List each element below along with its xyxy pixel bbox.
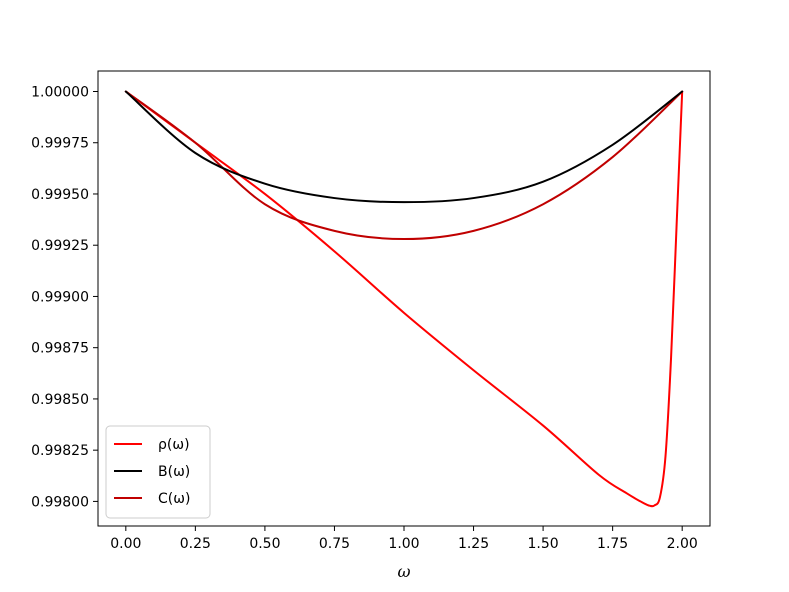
x-tick-label: 1.50 (528, 536, 559, 552)
series-line-1 (124, 90, 684, 508)
y-axis: 0.99800 0.99825 0.99850 0.99875 0.99900 0.999… (31, 84, 98, 510)
x-tick-label: 1.00 (388, 536, 419, 552)
x-tick-label: 2.00 (667, 536, 698, 552)
y-tick-label: 1.00000 (31, 84, 89, 100)
x-tick-label: 1.25 (458, 536, 489, 552)
legend-box (105, 425, 211, 519)
x-tick-label: 0.75 (319, 536, 350, 552)
y-tick-label: 0.99925 (31, 238, 89, 254)
y-tick-label: 0.99900 (31, 289, 89, 305)
legend-label: ρ(ω) (158, 437, 190, 453)
y-tick-label: 0.99800 (31, 494, 89, 510)
y-tick-label: 0.99975 (31, 136, 89, 152)
series-layer (124, 90, 684, 508)
y-tick-label: 0.99825 (31, 443, 89, 459)
x-axis-label: ω (397, 562, 410, 581)
y-tick-label: 0.99875 (31, 341, 89, 357)
legend-label: B(ω) (158, 464, 190, 480)
x-tick-label: 0.50 (249, 536, 280, 552)
legend: ρ(ω) B(ω) C(ω) (105, 425, 211, 519)
y-tick-label: 0.99950 (31, 187, 89, 203)
x-axis: 0.00 0.25 0.50 0.75 1.00 1.25 1.50 1.75 2.00 (110, 526, 698, 552)
y-tick-label: 0.99850 (31, 392, 89, 408)
legend-label: C(ω) (158, 491, 190, 507)
x-tick-label: 0.25 (180, 536, 211, 552)
series-line-3 (124, 90, 684, 241)
x-tick-label: 1.75 (597, 536, 628, 552)
x-tick-label: 0.00 (110, 536, 141, 552)
series-line-2 (124, 90, 684, 204)
